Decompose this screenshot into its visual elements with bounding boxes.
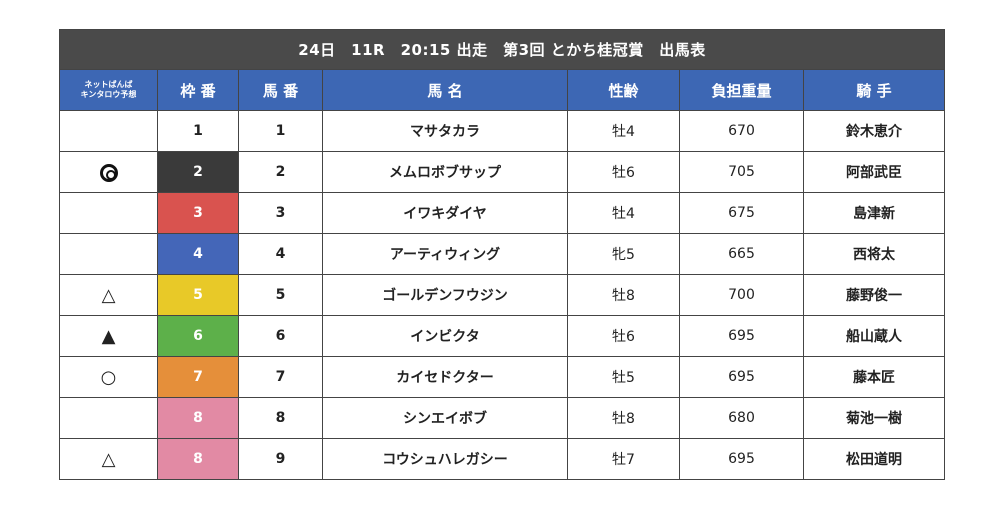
prediction-mark: ○ <box>59 356 158 398</box>
jockey-name: 西将太 <box>802 233 946 275</box>
entries-body: 1 1 マサタカラ 牡4 670 鈴木恵介 2 2 メムロボブサップ 牡6 705 阿部武臣 3 3 イワキ… <box>59 110 946 480</box>
horse-name: マサタカラ <box>322 110 568 152</box>
waku-number: 4 <box>157 233 239 275</box>
header-prediction-line1: ネットばんば <box>84 80 133 89</box>
double-circle-mark-icon <box>99 163 118 182</box>
waku-number: 7 <box>157 356 239 398</box>
weight: 695 <box>679 315 804 357</box>
sex-age: 牡7 <box>567 438 680 480</box>
weight: 695 <box>679 356 804 398</box>
weight: 670 <box>679 110 804 152</box>
table-row: △ 5 5 ゴールデンフウジン 牡8 700 藤野俊一 <box>59 274 946 316</box>
prediction-mark <box>59 151 158 193</box>
waku-number: 8 <box>157 438 239 480</box>
jockey-name: 松田道明 <box>802 438 946 480</box>
jockey-name: 阿部武臣 <box>802 151 946 193</box>
table-row: △ 8 9 コウシュハレガシー 牡7 695 松田道明 <box>59 438 946 480</box>
sex-age: 牡8 <box>567 274 680 316</box>
prediction-mark <box>59 192 158 234</box>
weight: 665 <box>679 233 804 275</box>
horse-name: イワキダイヤ <box>322 192 568 234</box>
header-prediction-line2: キンタロウ予想 <box>80 90 137 99</box>
title-row: 24日 11R 20:15 出走 第3回 とかち桂冠賞 出馬表 <box>58 29 946 70</box>
header-waku: 枠 番 <box>157 69 239 111</box>
weight: 700 <box>679 274 804 316</box>
waku-number: 1 <box>157 110 239 152</box>
header-row: ネットばんば キンタロウ予想 枠 番 馬 番 馬 名 性齢 負担重量 騎 手 <box>59 69 946 111</box>
table-row: 1 1 マサタカラ 牡4 670 鈴木恵介 <box>59 110 946 152</box>
weight: 705 <box>679 151 804 193</box>
sex-age: 牝5 <box>567 233 680 275</box>
jockey-name: 船山蔵人 <box>802 315 946 357</box>
sex-age: 牡8 <box>567 397 680 439</box>
horse-number: 6 <box>238 315 323 357</box>
sex-age: 牡4 <box>567 192 680 234</box>
sex-age: 牡6 <box>567 151 680 193</box>
table-row: 4 4 アーティウィング 牝5 665 西将太 <box>59 233 946 275</box>
race-title: 24日 11R 20:15 出走 第3回 とかち桂冠賞 出馬表 <box>58 29 946 70</box>
waku-number: 6 <box>157 315 239 357</box>
table-row: 2 2 メムロボブサップ 牡6 705 阿部武臣 <box>59 151 946 193</box>
race-entry-table: 24日 11R 20:15 出走 第3回 とかち桂冠賞 出馬表 ネットばんば キ… <box>58 29 946 480</box>
table-row: 3 3 イワキダイヤ 牡4 675 島津新 <box>59 192 946 234</box>
horse-number: 1 <box>238 110 323 152</box>
prediction-mark: △ <box>59 438 158 480</box>
horse-name: カイセドクター <box>322 356 568 398</box>
sex-age: 牡5 <box>567 356 680 398</box>
horse-number: 5 <box>238 274 323 316</box>
waku-number: 3 <box>157 192 239 234</box>
weight: 675 <box>679 192 804 234</box>
sex-age: 牡4 <box>567 110 680 152</box>
horse-name: コウシュハレガシー <box>322 438 568 480</box>
table-row: ○ 7 7 カイセドクター 牡5 695 藤本匠 <box>59 356 946 398</box>
header-umaban: 馬 番 <box>238 69 323 111</box>
horse-name: アーティウィング <box>322 233 568 275</box>
waku-number: 5 <box>157 274 239 316</box>
horse-name: インビクタ <box>322 315 568 357</box>
jockey-name: 藤本匠 <box>802 356 946 398</box>
horse-number: 8 <box>238 397 323 439</box>
horse-name: シンエイボブ <box>322 397 568 439</box>
header-weight: 負担重量 <box>679 69 804 111</box>
weight: 695 <box>679 438 804 480</box>
waku-number: 8 <box>157 397 239 439</box>
header-prediction: ネットばんば キンタロウ予想 <box>59 69 158 111</box>
horse-number: 9 <box>238 438 323 480</box>
prediction-mark <box>59 110 158 152</box>
jockey-name: 藤野俊一 <box>802 274 946 316</box>
table-row: 8 8 シンエイボブ 牡8 680 菊池一樹 <box>59 397 946 439</box>
horse-number: 7 <box>238 356 323 398</box>
waku-number: 2 <box>157 151 239 193</box>
horse-name: メムロボブサップ <box>322 151 568 193</box>
horse-number: 3 <box>238 192 323 234</box>
sex-age: 牡6 <box>567 315 680 357</box>
horse-number: 4 <box>238 233 323 275</box>
horse-number: 2 <box>238 151 323 193</box>
horse-name: ゴールデンフウジン <box>322 274 568 316</box>
header-sex-age: 性齢 <box>567 69 680 111</box>
prediction-mark: △ <box>59 274 158 316</box>
jockey-name: 島津新 <box>802 192 946 234</box>
header-jockey: 騎 手 <box>802 69 946 111</box>
table-row: ▲ 6 6 インビクタ 牡6 695 船山蔵人 <box>59 315 946 357</box>
prediction-mark <box>59 397 158 439</box>
jockey-name: 菊池一樹 <box>802 397 946 439</box>
prediction-mark: ▲ <box>59 315 158 357</box>
header-horse-name: 馬 名 <box>322 69 568 111</box>
prediction-mark <box>59 233 158 275</box>
jockey-name: 鈴木恵介 <box>802 110 946 152</box>
weight: 680 <box>679 397 804 439</box>
